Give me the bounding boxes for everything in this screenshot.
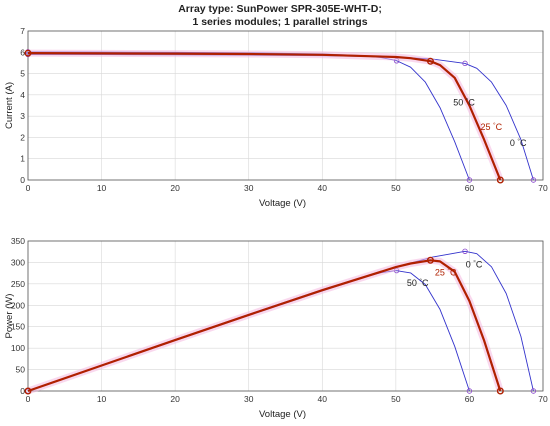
y-tick-label: 7 bbox=[20, 26, 25, 36]
x-tick-label: 40 bbox=[318, 183, 328, 193]
x-tick-label: 30 bbox=[244, 394, 254, 404]
x-tick-label: 0 bbox=[26, 183, 31, 193]
y-tick-label: 5 bbox=[20, 69, 25, 79]
x-axis-label: Voltage (V) bbox=[259, 198, 306, 209]
series-marker-25 bbox=[426, 57, 434, 65]
temperature-annotation: 0 °C bbox=[466, 259, 483, 270]
y-tick-label: 1 bbox=[20, 154, 25, 164]
temperature-annotation: 50 °C bbox=[453, 97, 475, 108]
series-marker-0 bbox=[462, 248, 468, 254]
plot-area bbox=[28, 241, 543, 391]
y-axis-label: Current (A) bbox=[4, 82, 15, 129]
series-marker-25 bbox=[496, 387, 504, 395]
x-axis-label: Voltage (V) bbox=[259, 409, 306, 420]
x-tick-label: 10 bbox=[97, 183, 107, 193]
x-tick-label: 40 bbox=[318, 394, 328, 404]
y-tick-label: 4 bbox=[20, 90, 25, 100]
y-tick-label: 2 bbox=[20, 132, 25, 142]
y-axis-label: Power (W) bbox=[4, 294, 15, 339]
temperature-annotation: 25 °C bbox=[435, 266, 457, 277]
chart-title-line-1: Array type: SunPower SPR-305E-WHT-D; bbox=[178, 3, 382, 15]
series-marker-0 bbox=[530, 177, 537, 183]
x-tick-label: 60 bbox=[465, 394, 475, 404]
x-tick-label: 20 bbox=[170, 183, 180, 193]
x-tick-label: 50 bbox=[391, 394, 401, 404]
series-marker-25 bbox=[24, 387, 32, 395]
x-tick-label: 50 bbox=[391, 183, 401, 193]
y-tick-label: 0 bbox=[20, 175, 25, 185]
series-marker-25 bbox=[426, 256, 434, 264]
y-tick-label: 3 bbox=[20, 111, 25, 121]
series-marker-25 bbox=[24, 49, 32, 57]
y-tick-label: 300 bbox=[11, 257, 25, 267]
y-tick-label: 200 bbox=[11, 300, 25, 310]
y-tick-label: 250 bbox=[11, 279, 25, 289]
y-tick-label: 350 bbox=[11, 236, 25, 246]
temperature-annotation: 0 °C bbox=[510, 137, 527, 148]
x-tick-label: 30 bbox=[244, 183, 254, 193]
x-tick-label: 60 bbox=[465, 183, 475, 193]
series-marker-0 bbox=[530, 388, 537, 394]
series-marker-50 bbox=[466, 177, 473, 183]
series-marker-25 bbox=[496, 176, 504, 184]
y-tick-label: 6 bbox=[20, 47, 25, 57]
series-marker-0 bbox=[462, 60, 468, 67]
chart-panel-1: 0 10 20 30 40 50 60 70 0 1 2 3 4 5 6 7 Voltage (V) Curren… bbox=[4, 26, 548, 209]
y-tick-label: 0 bbox=[20, 386, 25, 396]
y-tick-label: 50 bbox=[16, 365, 26, 375]
chart-title-line-2: 1 series modules; 1 parallel strings bbox=[192, 16, 367, 28]
chart-panel-2: 0 10 20 30 40 50 60 70 0 50 100 150 200 250 300 350 Volt… bbox=[4, 236, 548, 420]
x-tick-label: 70 bbox=[538, 394, 548, 404]
x-tick-label: 0 bbox=[26, 394, 31, 404]
temperature-annotation: 25 °C bbox=[480, 121, 502, 132]
temperature-annotation: 50 °C bbox=[407, 277, 429, 288]
x-tick-label: 20 bbox=[170, 394, 180, 404]
plot-frame bbox=[27, 240, 544, 392]
x-tick-label: 10 bbox=[97, 394, 107, 404]
series-line-25 bbox=[27, 259, 502, 393]
x-tick-label: 70 bbox=[538, 183, 548, 193]
series-line-25 bbox=[27, 52, 502, 181]
y-tick-label: 100 bbox=[11, 343, 25, 353]
y-tick-label: 150 bbox=[11, 322, 25, 332]
plot-frame bbox=[27, 30, 544, 181]
series-marker-50 bbox=[466, 388, 473, 394]
